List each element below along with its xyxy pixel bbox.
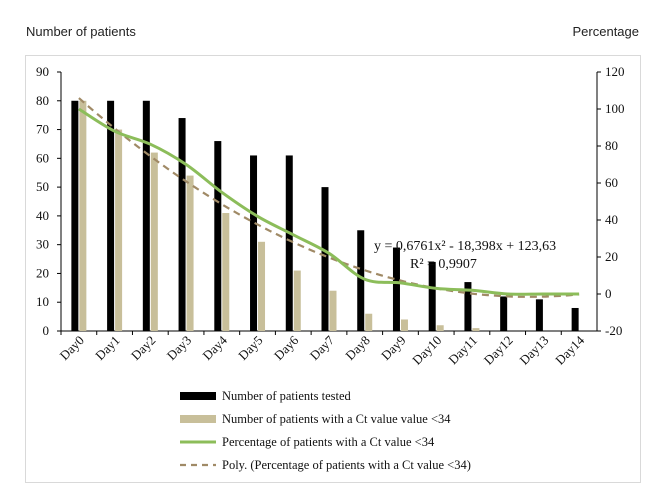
chart-frame [25,55,641,483]
left-tick-label: 80 [36,93,49,108]
right-axis-title: Percentage [572,24,640,39]
bar-ct-below-34 [365,313,373,331]
x-tick-label: Day3 [164,333,195,364]
bar-patients-tested [392,247,400,331]
legend: Number of patients tested Number of patie… [180,389,471,472]
x-tick-label: Day9 [378,333,409,364]
x-tick-label: Day13 [516,333,551,368]
bar-ct-below-34 [150,152,158,331]
trend-r-squared: R² = 0,9907 [410,257,477,272]
bar-patients-tested [464,282,472,331]
bar-ct-below-34 [222,213,230,331]
left-tick-label: 20 [36,265,49,280]
bar-patients-tested [285,155,293,331]
bar-ct-below-34 [258,241,266,331]
bar-patients-tested [428,261,436,331]
left-tick-label: 90 [36,64,49,79]
left-tick-label: 0 [43,323,50,338]
plot-area: 0 10 20 30 40 50 60 70 80 90 -20 0 20 40 60 80 100 120 Day… [36,64,625,368]
legend-label-ct-below-34: Number of patients with a Ct value value… [222,412,451,426]
right-tick-label: 120 [605,64,625,79]
bar-patients-tested [107,100,115,332]
bar-ct-below-34 [329,290,337,331]
x-tick-label: Day1 [92,333,123,364]
left-axis-title: Number of patients [26,24,136,39]
bar-patients-tested [71,100,79,332]
bar-ct-below-34 [115,129,123,331]
x-tick-label: Day5 [235,333,266,364]
x-tick-label: Day8 [342,333,373,364]
right-tick-label: 0 [605,286,612,301]
x-tick-label: Day11 [445,333,480,368]
left-tick-label: 10 [36,294,49,309]
bar-ct-below-34 [79,100,87,332]
trend-equation: y = 0,6761x² - 18,398x + 123,63 [374,239,556,254]
bar-ct-below-34 [293,270,301,331]
left-tick-label: 60 [36,150,49,165]
poly-trend-line [78,97,580,298]
bar-patients-tested [321,187,329,331]
legend-label-percentage: Percentage of patients with a Ct value <… [222,435,435,449]
bar-patients-tested [142,100,150,332]
bar-patients-tested [357,230,365,331]
percentage-line [78,107,580,296]
bar-ct-below-34 [400,319,408,331]
left-tick-label: 70 [36,122,49,137]
bar-patients-tested [500,296,508,331]
bar-patients-tested [214,141,222,331]
legend-swatch-ct-below-34 [180,415,216,423]
bar-ct-below-34 [436,325,444,331]
x-tick-label: Day6 [271,332,302,363]
bar-ct-below-34 [472,328,480,331]
left-tick-label: 40 [36,208,49,223]
bar-patients-tested [178,118,186,332]
right-tick-label: 80 [605,138,618,153]
legend-swatch-patients-tested [180,392,216,400]
x-tick-label: Day2 [128,333,159,364]
left-tick-label: 30 [36,237,49,252]
right-tick-label: -20 [605,323,622,338]
x-tick-label: Day4 [199,332,230,363]
left-tick-label: 50 [36,179,49,194]
legend-label-patients-tested: Number of patients tested [222,389,352,403]
x-tick-label: Day0 [56,333,87,364]
bar-patients-tested [571,307,579,331]
x-tick-label: Day14 [552,332,587,367]
bar-ct-below-34 [186,175,194,331]
legend-label-poly: Poly. (Percentage of patients with a Ct … [222,458,471,472]
x-tick-label: Day12 [481,333,516,368]
right-tick-label: 20 [605,249,618,264]
right-tick-label: 60 [605,175,618,190]
bar-patients-tested [535,299,543,331]
x-tick-label: Day10 [409,333,444,368]
x-tick-label: Day7 [307,332,338,363]
bar-patients-tested [250,155,258,331]
right-tick-label: 40 [605,212,618,227]
right-tick-label: 100 [605,101,625,116]
